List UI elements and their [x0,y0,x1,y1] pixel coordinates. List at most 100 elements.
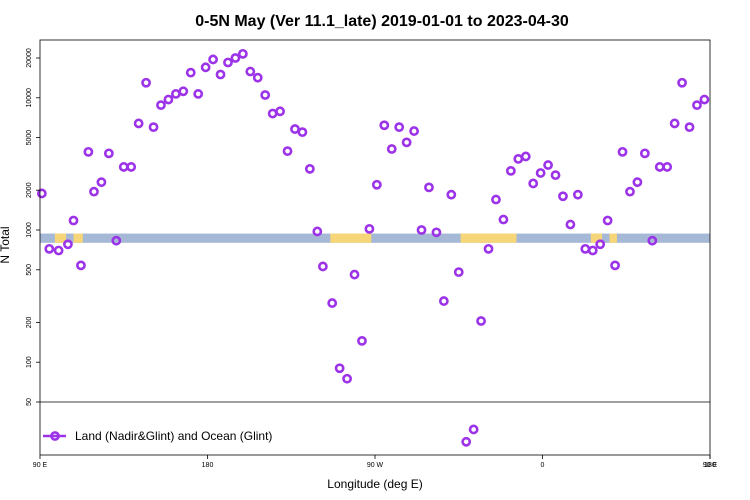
data-point [141,77,151,88]
data-point [156,100,166,111]
land-band-segment [73,233,83,243]
data-point [647,235,658,246]
land-band-segment [54,233,67,243]
x-tick-label: 90 E [703,462,718,469]
data-point [543,160,553,170]
data-point [468,424,479,435]
data-point [282,146,293,157]
data-point [63,239,73,250]
data-point [275,106,285,117]
data-point [118,162,129,172]
data-point [572,189,583,200]
data-point [639,148,650,159]
data-point [215,69,226,80]
y-axis: 50 100 200 500 1000 2000 5000 10000 20000 [26,48,40,406]
data-point [505,165,516,176]
data-point [699,94,710,105]
data-point [371,179,382,190]
x-tick-label: 0 [541,462,545,469]
data-point [260,90,271,100]
y-tick-label: 20000 [26,48,33,68]
y-tick-label: 50 [26,398,33,406]
data-point [498,214,509,225]
data-point [267,108,278,119]
data-point [632,177,643,188]
y-tick-label: 100 [26,356,33,368]
data-point [453,267,464,278]
data-point [83,146,94,157]
data-point [185,67,196,78]
legend: Land (Nadir&Glint) and Ocean (Glint) [43,429,272,443]
data-point [394,122,405,133]
y-tick-label: 1000 [26,222,33,238]
data-point [409,126,419,136]
legend-label: Land (Nadir&Glint) and Ocean (Glint) [75,429,272,443]
data-point [565,219,576,230]
data-point [334,363,345,374]
data-point [386,144,397,154]
data-point [625,186,635,197]
data-point [76,260,86,271]
data-point [111,235,122,246]
data-point [438,296,449,306]
data-point [587,245,598,256]
data-point [520,151,531,162]
data-point [178,86,189,97]
data-point [602,215,613,226]
data-point [364,223,375,234]
y-tick-label: 500 [26,264,33,276]
data-point [416,225,427,235]
data-point [662,162,673,172]
data-point [535,168,546,178]
data-point [96,177,107,188]
data-point [654,162,665,172]
y-tick-label: 10000 [26,88,33,108]
data-point [53,245,64,256]
data-point [223,57,233,68]
plot-frame [39,39,711,456]
data-point [684,122,695,133]
data-point [170,89,181,99]
data-point [133,118,144,129]
data-point [669,118,680,129]
data-point [208,54,218,65]
data-point [237,48,248,59]
data-point [401,137,412,148]
data-point [349,269,360,280]
data-point [513,153,524,164]
data-point [580,243,591,254]
x-tick-label: 90 E [33,462,48,469]
y-tick-label: 200 [26,316,33,328]
x-axis-label: Longitude (deg E) [327,477,422,491]
data-point [677,77,687,88]
data-point [163,94,174,105]
data-point [193,89,204,99]
data-points [36,48,710,447]
data-point [327,298,338,308]
data-point [379,120,390,131]
data-point [312,226,323,237]
legend-point-marker [50,431,60,441]
land-band-segment [330,233,372,243]
data-point [461,436,472,447]
data-point [126,162,137,172]
data-point [550,170,561,181]
data-point [483,243,494,254]
data-point [297,127,308,138]
data-point [36,188,47,199]
data-point [617,146,628,157]
land-band-segment [590,233,603,243]
data-point [68,215,79,226]
data-point [528,178,539,189]
data-point [357,335,367,346]
y-tick-label: 5000 [26,130,33,146]
data-point [431,227,442,238]
land-band-segment [460,233,517,243]
data-point [44,243,55,254]
land-ocean-band [40,233,710,243]
data-point [304,163,315,174]
data-point [317,261,328,272]
land-band-segment [609,233,617,243]
data-point [148,122,159,133]
